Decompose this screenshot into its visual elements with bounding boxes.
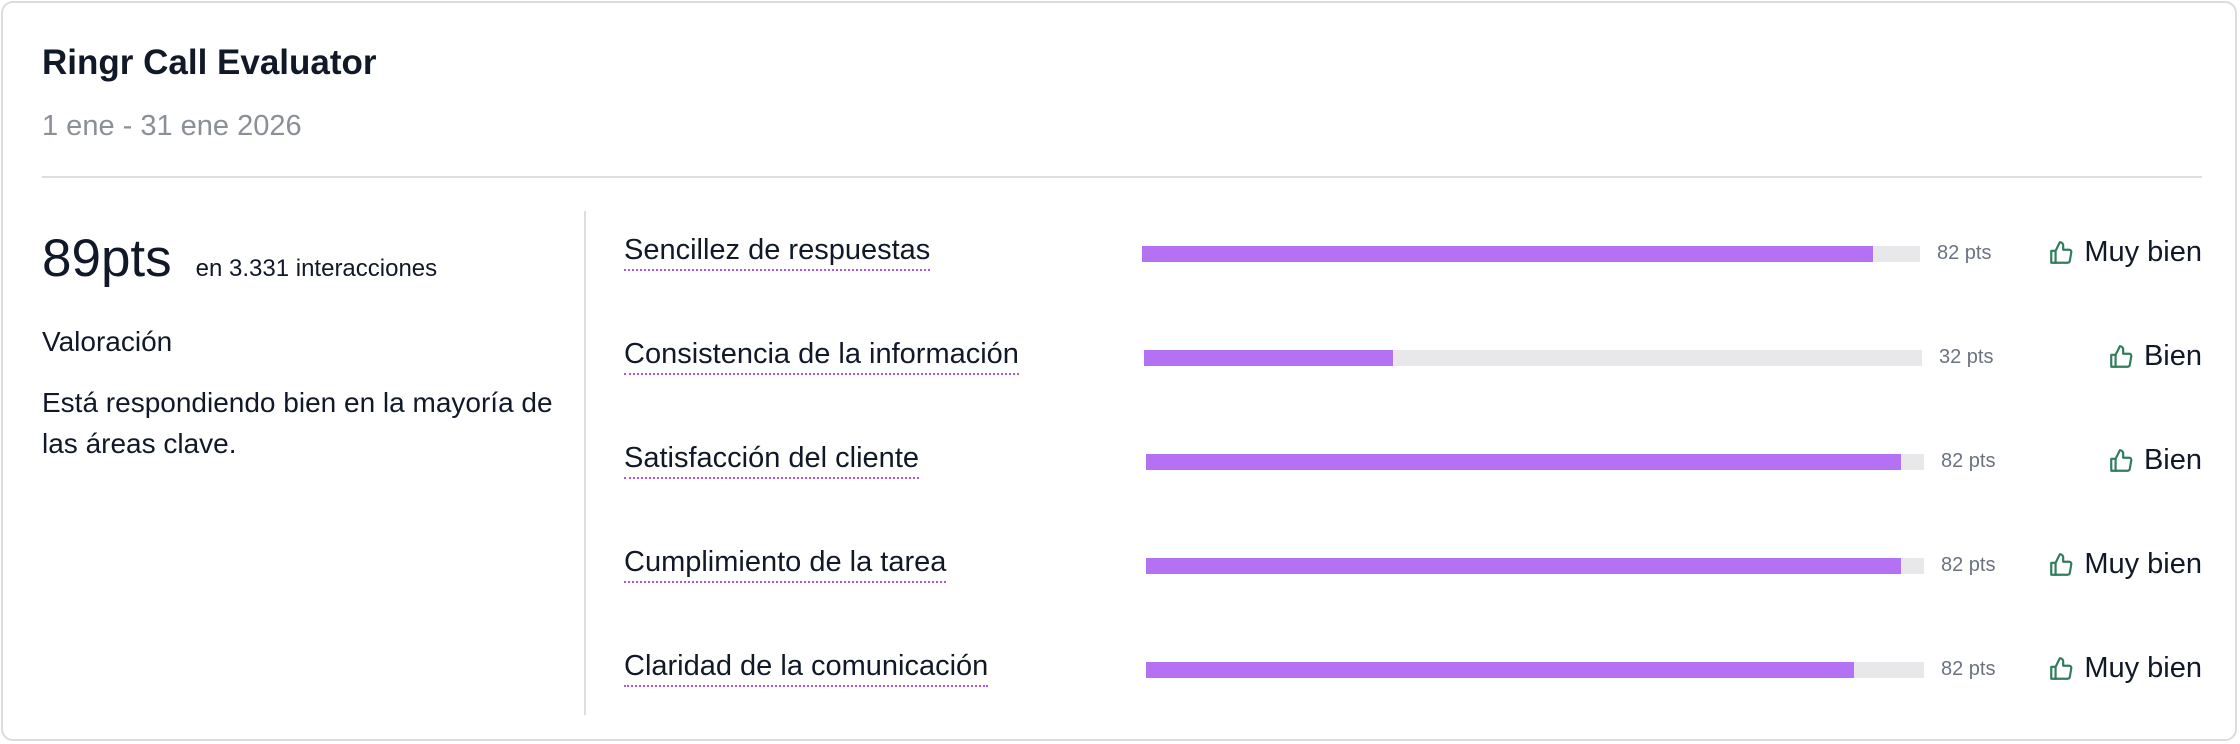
date-range: 1 ene - 31 ene 2026 — [42, 110, 302, 142]
metric-status-text: Muy bien — [2084, 236, 2202, 268]
rating-label: Valoración — [42, 326, 173, 357]
metric-bar-fill — [1146, 454, 1901, 470]
metric-points: 82 pts — [1937, 242, 1992, 264]
metric-status: Bien — [2108, 444, 2202, 477]
metric-status: Muy bien — [2048, 548, 2202, 581]
page-title: Ringr Call Evaluator — [42, 43, 377, 82]
metric-points: 32 pts — [1939, 346, 1994, 368]
metric-status-text: Bien — [2143, 444, 2202, 476]
metric-row: Satisfacción del cliente 82 pts Bien — [624, 432, 2202, 492]
metric-status: Muy bien — [2048, 236, 2202, 269]
metric-row: Sencillez de respuestas 82 pts Muy bien — [624, 224, 2202, 284]
metric-bar-track — [1146, 662, 1924, 678]
section-divider — [584, 211, 586, 715]
metric-bar-fill — [1142, 246, 1874, 262]
metric-row: Cumplimiento de la tarea 82 pts Muy bien — [624, 536, 2202, 596]
thumbs-up-icon — [2050, 656, 2073, 680]
metric-label[interactable]: Claridad de la comunicación — [624, 650, 989, 687]
metric-status-text: Muy bien — [2084, 652, 2202, 684]
metric-bar-track — [1144, 350, 1922, 366]
overall-score: 89pts — [42, 229, 172, 288]
metric-bar-fill — [1146, 662, 1854, 678]
metric-label[interactable]: Consistencia de la información — [624, 338, 1019, 375]
thumbs-up-icon — [2110, 448, 2133, 472]
metric-bar-fill — [1144, 350, 1393, 366]
thumbs-up-icon — [2110, 344, 2133, 368]
interactions-count: en 3.331 interacciones — [195, 255, 438, 282]
metric-points: 82 pts — [1941, 554, 1996, 576]
metric-bar-track — [1146, 558, 1924, 574]
metric-status-text: Bien — [2143, 340, 2202, 372]
metric-label[interactable]: Cumplimiento de la tarea — [624, 546, 947, 583]
metric-bar-track — [1146, 454, 1924, 470]
metric-row: Claridad de la comunicación 82 pts Muy b… — [624, 640, 2202, 700]
metric-label[interactable]: Sencillez de respuestas — [624, 234, 931, 271]
thumbs-up-icon — [2050, 552, 2073, 576]
score-summary: 89pts en 3.331 interacciones — [42, 228, 437, 289]
metric-row: Consistencia de la información 32 pts Bi… — [624, 328, 2202, 388]
metric-points: 82 pts — [1941, 658, 1996, 680]
header-divider — [42, 176, 2202, 178]
metric-status: Bien — [2108, 340, 2202, 373]
rating-description: Está respondiendo bien en la mayoría de … — [42, 387, 553, 459]
metric-status: Muy bien — [2048, 652, 2202, 685]
metric-points: 82 pts — [1941, 450, 1996, 472]
metric-label[interactable]: Satisfacción del cliente — [624, 442, 919, 479]
metric-status-text: Muy bien — [2084, 548, 2202, 580]
thumbs-up-icon — [2050, 240, 2073, 264]
metric-bar-fill — [1146, 558, 1901, 574]
metric-bar-track — [1142, 246, 1920, 262]
